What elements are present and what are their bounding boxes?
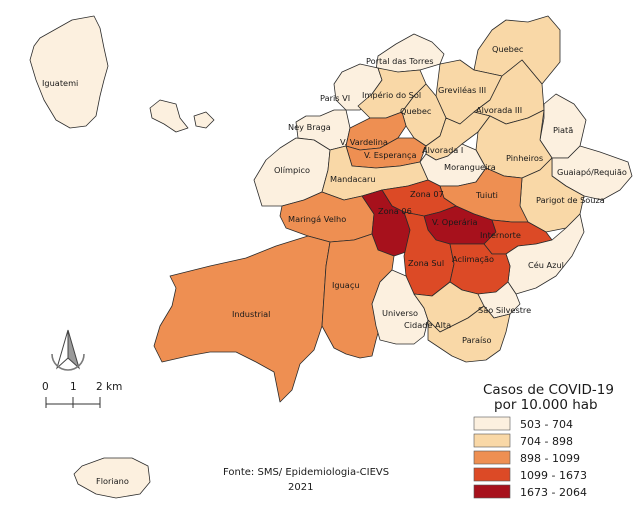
label-paris-vi: Paris VI <box>320 93 350 103</box>
label-portal-torres: Portal das Torres <box>366 56 434 66</box>
region-islet-b <box>193 111 215 129</box>
scale-bar: 0 1 2 km <box>42 381 122 408</box>
legend-swatch-4 <box>473 484 511 499</box>
label-zona-sul: Zona Sul <box>408 258 444 268</box>
label-alvorada-i: Alvorada I <box>422 145 463 155</box>
scale-label-1: 1 <box>70 381 77 393</box>
label-v-vardelina: V. Vardelina <box>340 137 388 147</box>
label-iguacu: Iguaçu <box>332 280 360 290</box>
region-floriano <box>73 457 151 499</box>
label-v-operaria: V. Operária <box>432 217 477 227</box>
label-zona-07: Zona 07 <box>410 189 444 199</box>
label-ney-braga: Ney Braga <box>288 122 331 132</box>
legend: Casos de COVID-19 por 10.000 hab 503 - 7… <box>473 382 614 499</box>
legend-swatch-3 <box>473 467 511 482</box>
region-paraiso <box>427 305 511 363</box>
label-quebec: Quebec <box>400 106 431 116</box>
label-tuiuti: Tuiuti <box>475 190 498 200</box>
label-guaiapo: Guaiapó/Requião <box>557 167 627 177</box>
label-quebec-ne: Quebec <box>492 44 523 54</box>
legend-label-4: 1673 - 2064 <box>520 486 587 499</box>
region-islet-a <box>149 99 189 133</box>
legend-swatch-0 <box>473 416 511 431</box>
label-alvorada-iii: Alvorada III <box>476 105 522 115</box>
label-cidade-alta: Cidade Alta <box>404 320 451 330</box>
scale-label-2: 2 km <box>96 381 122 393</box>
label-zona-06: Zona 06 <box>378 206 412 216</box>
legend-swatch-2 <box>473 450 511 465</box>
region-industrial <box>153 235 331 403</box>
label-olimpico: Olímpico <box>274 165 310 175</box>
label-imperio-sol: Império do Sol <box>362 90 421 100</box>
label-ceu-azul: Céu Azul <box>528 260 564 270</box>
north-arrow-icon <box>51 329 85 371</box>
label-universo: Universo <box>382 308 418 318</box>
legend-label-3: 1099 - 1673 <box>520 469 587 482</box>
label-industrial: Industrial <box>232 309 270 319</box>
scale-label-0: 0 <box>42 381 49 393</box>
label-piata: Piatã <box>553 125 573 135</box>
legend-title-line2: por 10.000 hab <box>494 397 598 413</box>
label-iguatemi: Iguatemi <box>42 78 78 88</box>
label-sao-silvestre: São Silvestre <box>478 305 531 315</box>
label-internorte: Internorte <box>480 230 521 240</box>
legend-label-0: 503 - 704 <box>520 418 573 431</box>
legend-swatch-1 <box>473 433 511 448</box>
source-line1: Fonte: SMS/ Epidemiologia-CIEVS <box>223 467 389 478</box>
label-pinheiros: Pinheiros <box>506 153 543 163</box>
label-grevileas: Greviléas III <box>438 85 486 95</box>
legend-label-2: 898 - 1099 <box>520 452 580 465</box>
label-morangueira: Morangueira <box>444 162 496 172</box>
label-v-esperanca: V. Esperança <box>364 150 417 160</box>
region-iguatemi <box>29 15 109 129</box>
label-paraiso: Paraíso <box>462 335 492 345</box>
region-portal-torres <box>375 33 445 73</box>
legend-label-1: 704 - 898 <box>520 435 573 448</box>
label-mandacaru: Mandacaru <box>330 174 376 184</box>
label-maringa-velho: Maringá Velho <box>288 214 346 224</box>
legend-title-line1: Casos de COVID-19 <box>483 382 614 398</box>
label-parigot: Parigot de Souza <box>536 195 605 205</box>
source-line2: 2021 <box>288 482 313 493</box>
label-aclimacao: Aclimação <box>452 254 494 264</box>
label-floriano: Floriano <box>96 476 129 486</box>
